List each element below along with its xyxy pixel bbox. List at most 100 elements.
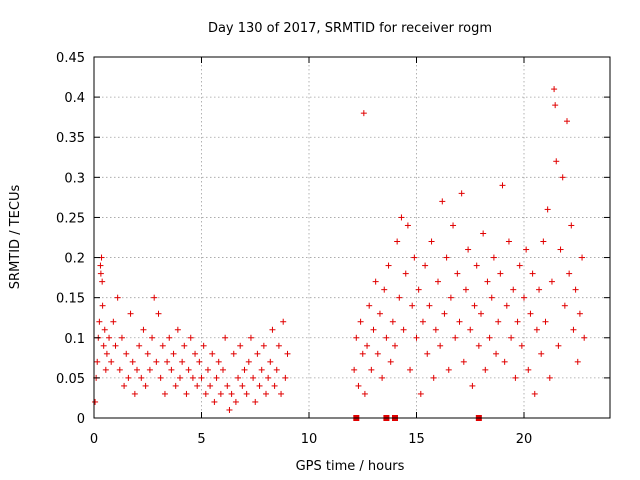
data-point — [411, 254, 418, 261]
data-point — [576, 310, 583, 317]
data-point — [97, 270, 104, 277]
data-point — [456, 318, 463, 325]
data-point — [183, 390, 190, 397]
data-point — [263, 390, 269, 397]
data-point — [387, 358, 394, 365]
data-point — [140, 326, 147, 333]
data-point — [366, 302, 373, 309]
data-point — [531, 390, 538, 397]
data-point — [166, 334, 173, 341]
y-tick-label: 0.25 — [56, 211, 85, 226]
data-point — [267, 358, 274, 365]
data-point — [101, 326, 108, 333]
data-point — [271, 382, 278, 389]
data-point — [581, 334, 588, 341]
data-point — [484, 278, 491, 285]
data-point — [490, 254, 497, 261]
data-point — [450, 222, 457, 229]
data-point — [439, 198, 446, 205]
data-point — [131, 390, 138, 397]
data-point — [407, 366, 414, 373]
data-point — [134, 366, 140, 373]
data-point — [357, 318, 364, 325]
data-point — [473, 262, 480, 269]
data-point — [428, 238, 435, 245]
data-point — [533, 326, 540, 333]
data-point — [138, 374, 145, 381]
data-point — [258, 366, 265, 373]
data-point — [142, 382, 149, 389]
data-point — [544, 206, 551, 213]
data-point — [443, 254, 450, 261]
data-point — [200, 342, 207, 349]
data-point — [129, 358, 136, 365]
data-point — [415, 286, 422, 293]
data-point — [260, 342, 267, 349]
data-point — [252, 398, 259, 405]
data-point — [437, 342, 444, 349]
data-point — [220, 366, 226, 373]
data-point — [211, 398, 218, 405]
y-axis-label: SRMTID / TECUs — [8, 185, 23, 290]
data-point — [566, 270, 573, 277]
data-point — [471, 302, 478, 309]
data-point — [409, 302, 416, 309]
data-point — [495, 318, 502, 325]
data-point — [278, 390, 285, 397]
data-point — [213, 374, 220, 381]
data-point — [360, 110, 367, 117]
x-tick-label: 0 — [90, 432, 98, 447]
data-point — [572, 286, 579, 293]
data-point — [404, 222, 411, 229]
data-point — [370, 326, 377, 333]
data-point — [361, 390, 368, 397]
data-point — [224, 382, 231, 389]
data-point — [579, 254, 586, 261]
y-tick-label: 0.4 — [64, 91, 85, 106]
y-tick-label: 0.05 — [56, 372, 85, 387]
data-point — [280, 318, 287, 325]
data-point — [151, 294, 158, 301]
y-tick-label: 0.15 — [56, 292, 85, 307]
data-point — [102, 366, 109, 373]
data-point — [435, 278, 441, 285]
data-point — [452, 334, 459, 341]
data-point — [372, 278, 379, 285]
data-point — [230, 350, 237, 357]
data-point — [228, 390, 235, 397]
data-point — [170, 350, 177, 357]
data-point — [112, 342, 119, 349]
data-point — [486, 334, 493, 341]
data-point — [159, 342, 166, 349]
data-point — [422, 262, 429, 269]
data-point — [196, 358, 203, 365]
data-point — [458, 190, 465, 197]
data-point — [146, 366, 153, 373]
data-point — [100, 342, 107, 349]
data-point — [247, 334, 254, 341]
data-point — [99, 278, 106, 285]
data-point — [381, 286, 388, 293]
data-point — [553, 158, 560, 165]
x-tick-label: 20 — [516, 432, 533, 447]
data-point — [172, 382, 179, 389]
data-point — [256, 382, 263, 389]
data-point — [424, 350, 431, 357]
chart-title: Day 130 of 2017, SRMTID for receiver rog… — [208, 21, 492, 36]
data-point — [413, 334, 420, 341]
data-point — [118, 334, 125, 341]
data-point — [136, 342, 143, 349]
data-point — [394, 238, 401, 245]
data-point — [518, 342, 525, 349]
data-point — [482, 366, 489, 373]
data-point — [355, 382, 362, 389]
data-point — [243, 390, 250, 397]
data-point — [114, 294, 121, 301]
data-point — [389, 318, 396, 325]
data-point — [574, 358, 581, 365]
data-point — [217, 390, 224, 397]
data-point — [548, 278, 555, 285]
data-point — [239, 382, 246, 389]
data-point — [121, 382, 128, 389]
data-point — [419, 318, 426, 325]
